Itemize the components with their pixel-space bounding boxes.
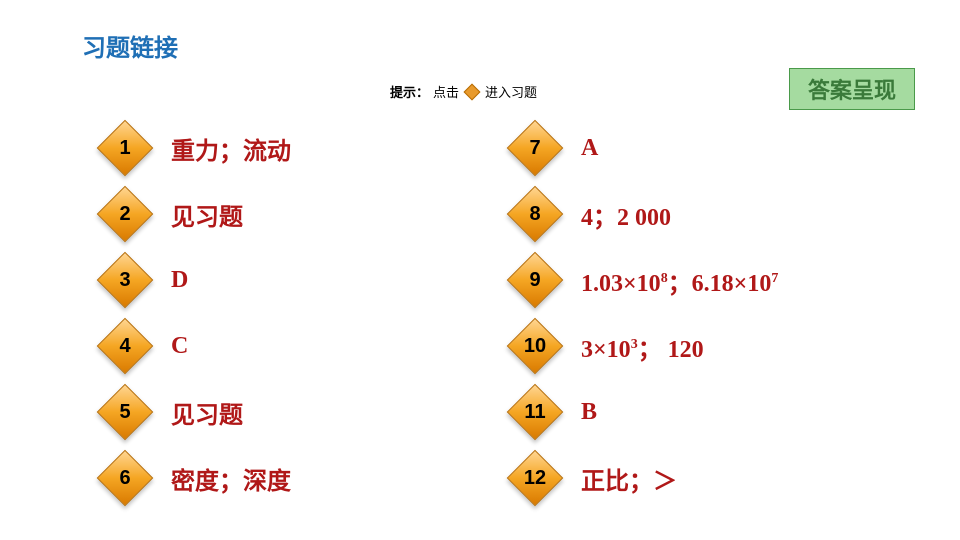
list-item[interactable]: 10 3×103； 120 xyxy=(515,313,885,379)
answer-text: 见习题 xyxy=(171,395,243,430)
list-item[interactable]: 8 4；2 000 xyxy=(515,181,885,247)
answer-columns: 1 重力；流动 2 见习题 3 D 4 C 5 见习题 6 密度；深度 7 A xyxy=(105,115,885,511)
answer-text: D xyxy=(171,267,188,294)
number-diamond: 12 xyxy=(515,458,555,498)
number-diamond: 9 xyxy=(515,260,555,300)
diamond-icon xyxy=(464,83,481,100)
number-diamond: 10 xyxy=(515,326,555,366)
answer-text: 4；2 000 xyxy=(581,197,671,232)
list-item[interactable]: 2 见习题 xyxy=(105,181,475,247)
answer-text: 正比；＞ xyxy=(581,461,677,496)
number-diamond: 2 xyxy=(105,194,145,234)
number-diamond: 5 xyxy=(105,392,145,432)
answer-text: 重力；流动 xyxy=(171,131,291,166)
list-item[interactable]: 3 D xyxy=(105,247,475,313)
number-diamond: 7 xyxy=(515,128,555,168)
answer-text: 密度；深度 xyxy=(171,461,291,496)
answer-text: C xyxy=(171,333,188,360)
list-item[interactable]: 9 1.03×108；6.18×107 xyxy=(515,247,885,313)
hint-text: 提示： 点击 进入习题 xyxy=(390,82,537,101)
answer-text: 3×103； 120 xyxy=(581,329,704,364)
list-item[interactable]: 7 A xyxy=(515,115,885,181)
hint-prefix: 提示： xyxy=(390,82,429,101)
right-column: 7 A 8 4；2 000 9 1.03×108；6.18×107 10 3×1… xyxy=(515,115,885,511)
hint-before: 点击 xyxy=(433,82,459,101)
hint-after: 进入习题 xyxy=(485,82,537,101)
answer-text: 见习题 xyxy=(171,197,243,232)
list-item[interactable]: 11 B xyxy=(515,379,885,445)
list-item[interactable]: 1 重力；流动 xyxy=(105,115,475,181)
list-item[interactable]: 4 C xyxy=(105,313,475,379)
list-item[interactable]: 12 正比；＞ xyxy=(515,445,885,511)
list-item[interactable]: 6 密度；深度 xyxy=(105,445,475,511)
number-diamond: 4 xyxy=(105,326,145,366)
answer-text: 1.03×108；6.18×107 xyxy=(581,263,778,298)
number-diamond: 6 xyxy=(105,458,145,498)
answer-text: A xyxy=(581,135,598,162)
answer-text: B xyxy=(581,399,597,426)
number-diamond: 8 xyxy=(515,194,555,234)
left-column: 1 重力；流动 2 见习题 3 D 4 C 5 见习题 6 密度；深度 xyxy=(105,115,475,511)
number-diamond: 3 xyxy=(105,260,145,300)
answer-badge: 答案呈现 xyxy=(789,68,915,110)
page-title: 习题链接 xyxy=(82,28,178,63)
number-diamond: 1 xyxy=(105,128,145,168)
number-diamond: 11 xyxy=(515,392,555,432)
list-item[interactable]: 5 见习题 xyxy=(105,379,475,445)
